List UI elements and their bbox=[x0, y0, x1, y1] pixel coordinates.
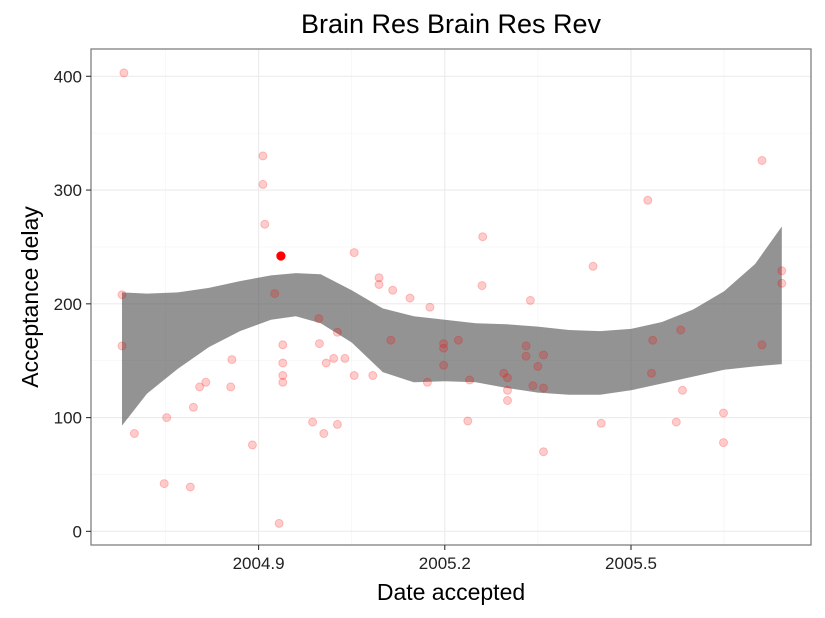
data-point bbox=[533, 361, 543, 371]
data-point bbox=[678, 385, 687, 395]
data-point bbox=[270, 289, 280, 299]
data-point bbox=[478, 232, 488, 242]
data-point bbox=[247, 440, 257, 450]
data-point bbox=[349, 248, 359, 258]
data-point bbox=[539, 383, 548, 393]
data-point bbox=[258, 179, 268, 189]
data-point bbox=[719, 438, 728, 448]
data-point bbox=[129, 429, 139, 438]
data-point bbox=[188, 402, 198, 412]
data-point bbox=[439, 360, 449, 370]
data-point bbox=[340, 353, 350, 363]
data-point bbox=[757, 156, 767, 165]
data-point bbox=[374, 280, 384, 289]
data-point bbox=[425, 302, 435, 312]
y-tick-label: 200 bbox=[54, 295, 82, 314]
data-point bbox=[405, 293, 415, 303]
data-point bbox=[777, 278, 787, 288]
data-point bbox=[521, 351, 531, 361]
data-point bbox=[499, 368, 509, 378]
data-point bbox=[539, 350, 548, 360]
data-point bbox=[528, 381, 538, 391]
data-point bbox=[386, 335, 396, 345]
y-tick-label: 300 bbox=[54, 181, 82, 200]
data-point bbox=[503, 373, 512, 383]
data-point bbox=[453, 335, 463, 345]
data-point bbox=[643, 195, 653, 205]
data-point bbox=[439, 343, 449, 353]
data-point bbox=[329, 353, 339, 363]
x-tick-label: 2005.5 bbox=[605, 554, 657, 573]
data-point bbox=[676, 325, 686, 335]
data-point bbox=[777, 266, 787, 276]
y-axis-title: Acceptance delay bbox=[17, 206, 43, 388]
data-point bbox=[648, 335, 658, 345]
x-tick-label: 2004.9 bbox=[233, 554, 285, 573]
data-point bbox=[332, 419, 342, 429]
confidence-band-layer bbox=[122, 226, 782, 426]
y-tick-label: 400 bbox=[54, 67, 82, 86]
data-point bbox=[260, 219, 270, 229]
data-point bbox=[321, 358, 331, 368]
data-point bbox=[319, 429, 329, 438]
data-point bbox=[308, 417, 318, 427]
data-point bbox=[374, 273, 384, 283]
data-point bbox=[349, 371, 359, 380]
data-point bbox=[314, 339, 324, 349]
data-point bbox=[278, 358, 288, 368]
data-point bbox=[226, 382, 236, 392]
data-point bbox=[278, 377, 288, 387]
data-point bbox=[719, 408, 728, 418]
data-point bbox=[539, 447, 548, 457]
data-point bbox=[278, 340, 288, 350]
data-point bbox=[117, 341, 127, 351]
data-point bbox=[201, 377, 211, 387]
data-point bbox=[185, 482, 195, 492]
data-point bbox=[195, 382, 205, 392]
data-point bbox=[368, 371, 378, 380]
data-point bbox=[314, 314, 324, 324]
y-tick-label: 0 bbox=[73, 522, 82, 541]
data-point bbox=[439, 339, 449, 349]
confidence-band bbox=[122, 226, 782, 426]
data-point bbox=[503, 396, 512, 405]
data-point bbox=[278, 371, 288, 380]
data-point bbox=[477, 281, 487, 291]
data-point bbox=[503, 385, 512, 395]
data-point bbox=[422, 377, 432, 387]
data-point bbox=[465, 375, 475, 385]
data-point bbox=[162, 413, 172, 423]
data-point bbox=[274, 518, 284, 528]
data-point bbox=[159, 479, 169, 489]
x-tick-label: 2005.2 bbox=[419, 554, 471, 573]
data-point bbox=[757, 340, 767, 350]
highlighted-data-point bbox=[276, 251, 286, 261]
x-axis: 2004.9 2005.2 2005.5 bbox=[233, 545, 657, 573]
data-point bbox=[119, 68, 129, 78]
data-point bbox=[596, 418, 606, 428]
points-layer bbox=[117, 68, 787, 528]
chart-title: Brain Res Brain Res Rev bbox=[301, 9, 602, 39]
y-axis: 0 100 200 300 400 bbox=[54, 67, 91, 541]
x-axis-title: Date accepted bbox=[377, 579, 525, 605]
data-point bbox=[388, 285, 398, 295]
data-point bbox=[671, 417, 681, 427]
data-point bbox=[463, 416, 473, 426]
plot-panel-border bbox=[90, 48, 812, 546]
data-point bbox=[117, 290, 127, 300]
data-point bbox=[588, 261, 598, 271]
y-tick-label: 100 bbox=[54, 409, 82, 428]
data-point bbox=[227, 355, 237, 365]
data-point bbox=[332, 327, 342, 337]
data-point bbox=[647, 368, 656, 378]
data-point bbox=[521, 341, 531, 351]
data-point bbox=[258, 151, 268, 161]
data-point bbox=[525, 295, 535, 305]
